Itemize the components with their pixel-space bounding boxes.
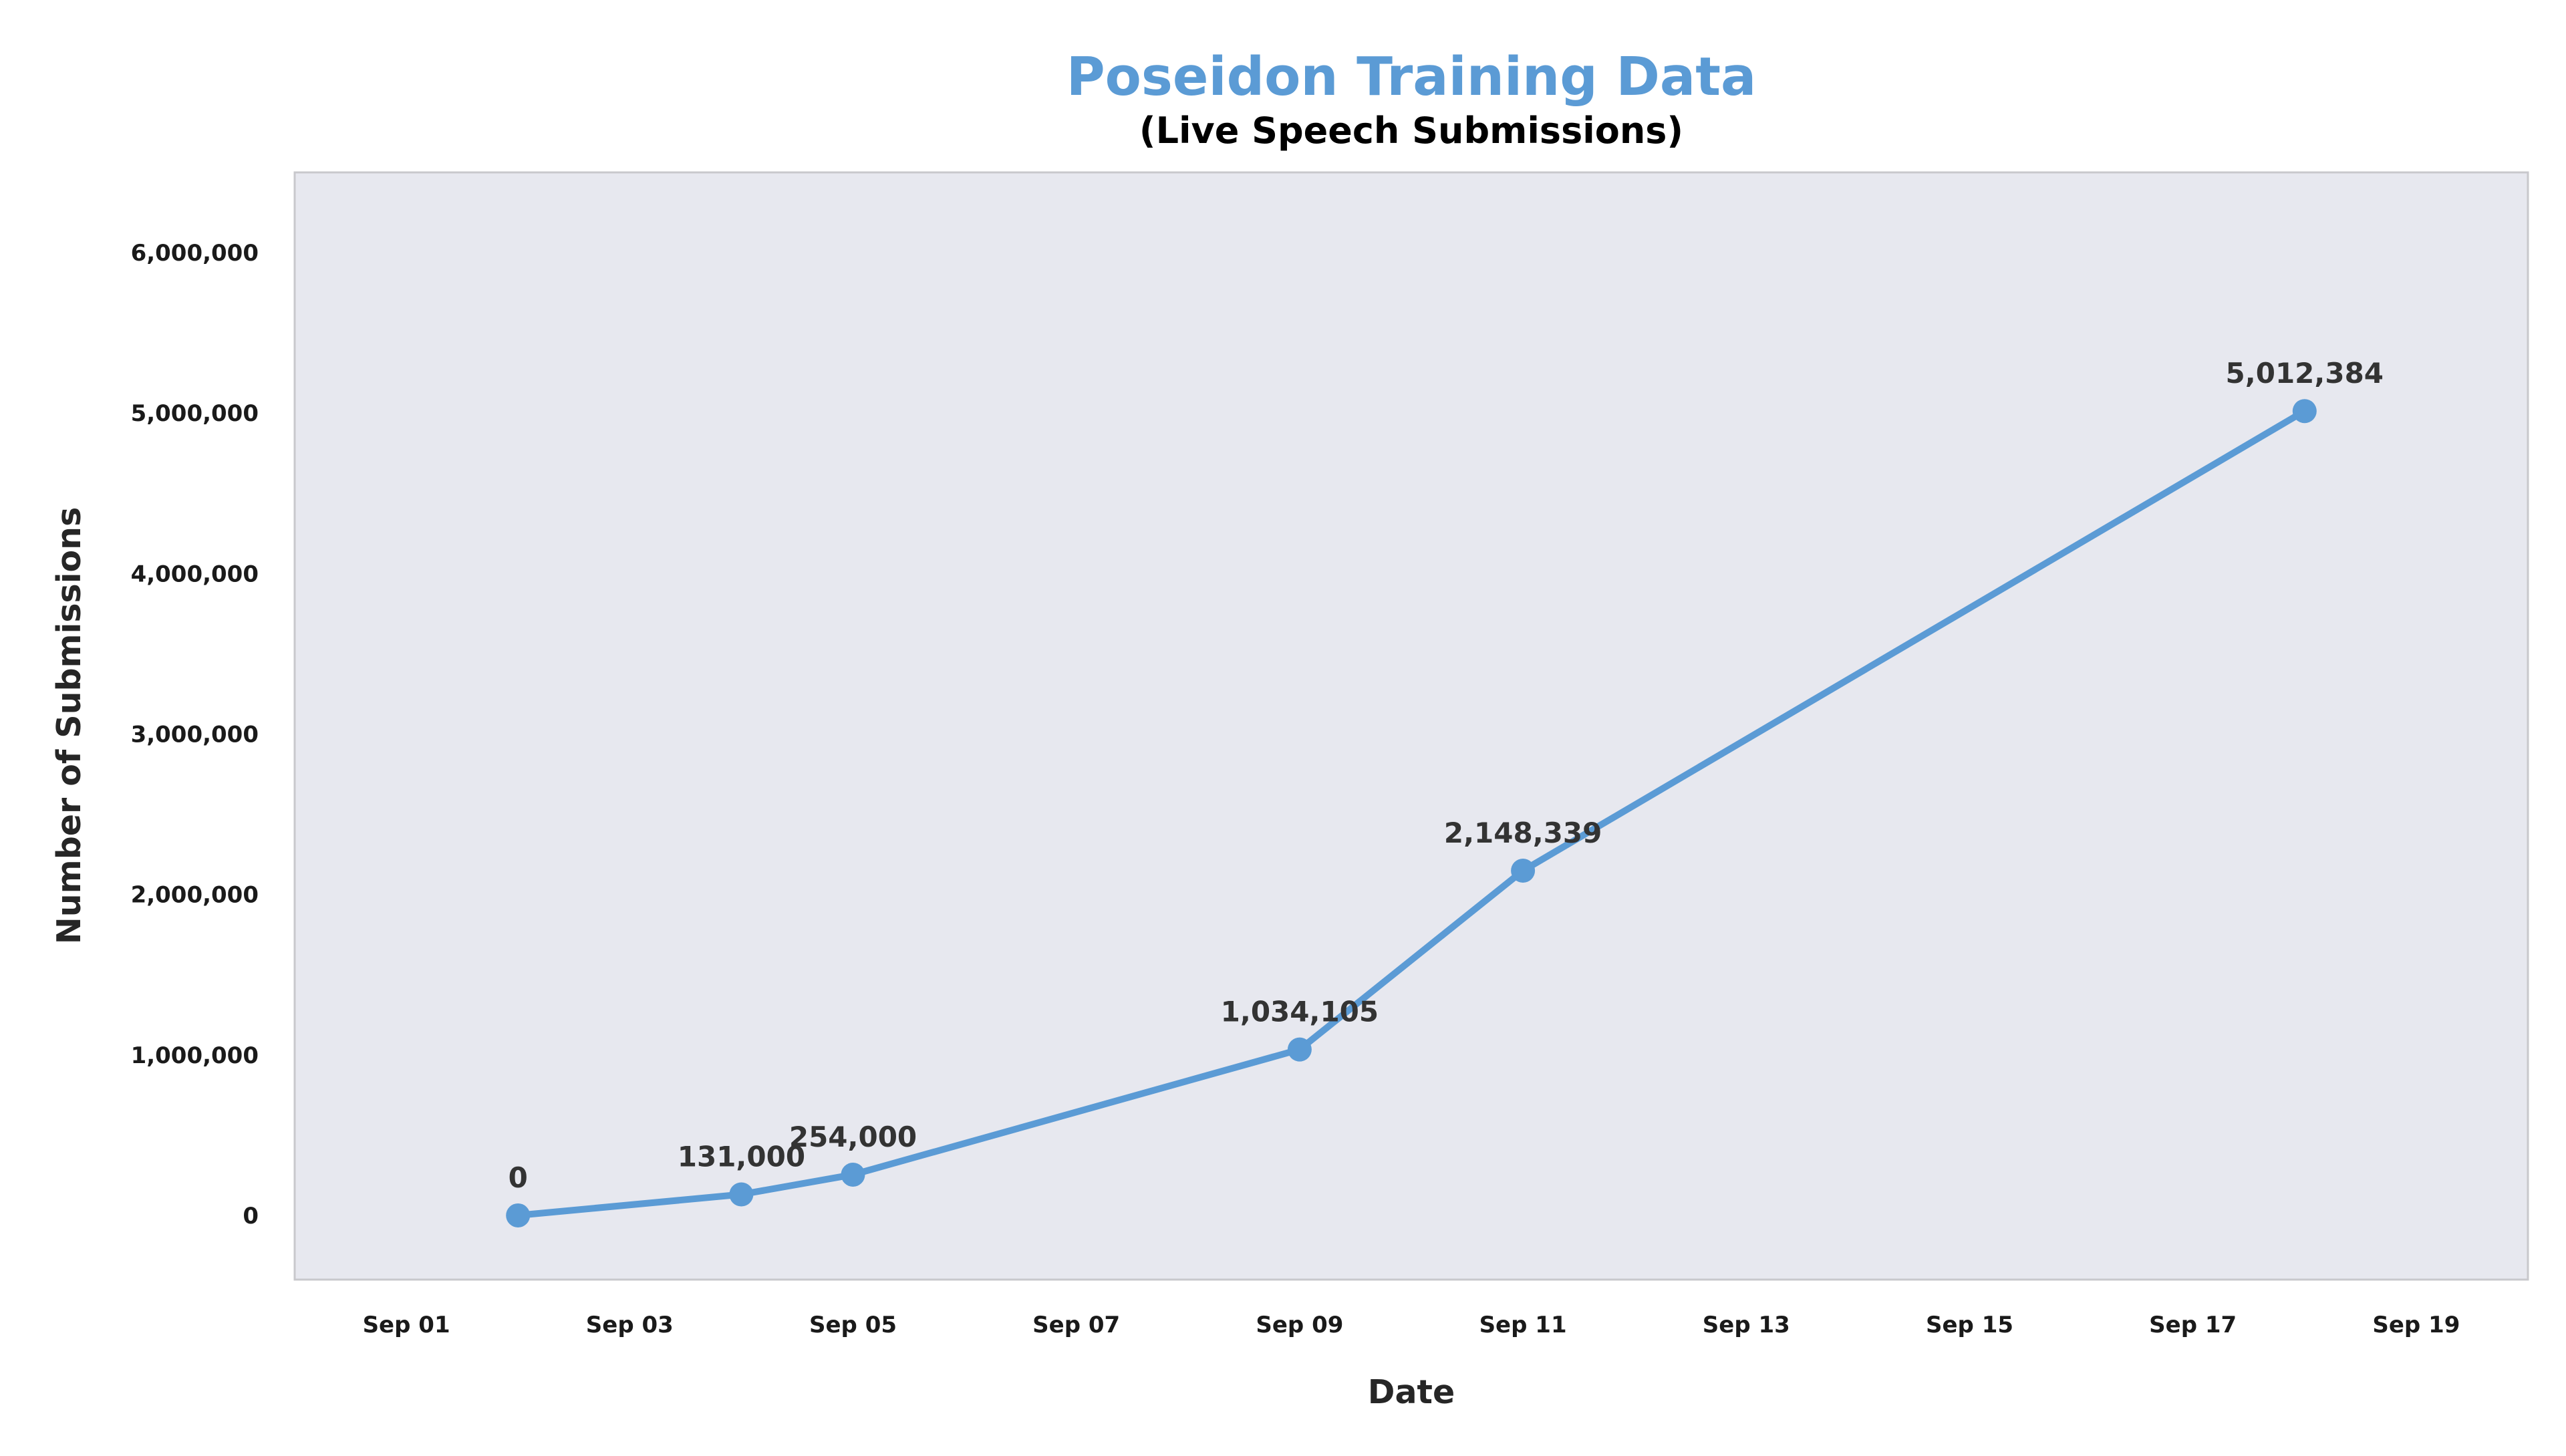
data-label: 5,012,384 [2226, 357, 2384, 390]
y-tick-label: 5,000,000 [131, 400, 259, 427]
x-tick-label: Sep 01 [363, 1312, 450, 1338]
x-tick-label: Sep 07 [1032, 1312, 1120, 1338]
x-tick-label: Sep 13 [1703, 1312, 1790, 1338]
chart-title: Poseidon Training Data [1066, 46, 1757, 108]
data-point [2292, 399, 2317, 424]
y-tick-label: 0 [243, 1203, 259, 1229]
y-tick-label: 1,000,000 [131, 1042, 259, 1069]
data-point [1511, 859, 1536, 883]
x-tick-label: Sep 15 [1926, 1312, 2013, 1338]
data-label: 1,034,105 [1221, 996, 1379, 1028]
x-tick-label: Sep 19 [2372, 1312, 2460, 1338]
x-tick-label: Sep 11 [1479, 1312, 1567, 1338]
data-point [729, 1182, 754, 1207]
data-point [841, 1162, 865, 1187]
y-tick-label: 2,000,000 [131, 882, 259, 909]
x-tick-label: Sep 03 [586, 1312, 674, 1338]
data-label: 2,148,339 [1444, 817, 1602, 849]
data-point [506, 1203, 531, 1227]
x-tick-label: Sep 17 [2149, 1312, 2237, 1338]
chart-subtitle: (Live Speech Submissions) [1139, 110, 1683, 152]
data-point [1287, 1037, 1312, 1062]
y-axis-label: Number of Submissions [50, 507, 88, 944]
data-points [506, 399, 2317, 1227]
y-tick-label: 6,000,000 [131, 240, 259, 267]
data-label: 0 [509, 1161, 528, 1194]
series-line [515, 408, 2308, 1219]
y-tick-label: 3,000,000 [131, 722, 259, 748]
data-label: 131,000 [678, 1140, 805, 1173]
plot-area [293, 171, 2529, 1281]
y-axis-ticks: 0 1,000,000 2,000,000 3,000,000 4,000,000 5,0… [131, 240, 259, 1229]
x-axis-ticks: Sep 01 Sep 03 Sep 05 Sep 07 Sep 09 Sep 11 Sep … [363, 1312, 2460, 1338]
x-axis-label: Date [1368, 1373, 1455, 1411]
data-label: 254,000 [789, 1121, 917, 1153]
y-tick-label: 4,000,000 [131, 561, 259, 587]
x-tick-label: Sep 05 [809, 1312, 897, 1338]
x-tick-label: Sep 09 [1256, 1312, 1343, 1338]
